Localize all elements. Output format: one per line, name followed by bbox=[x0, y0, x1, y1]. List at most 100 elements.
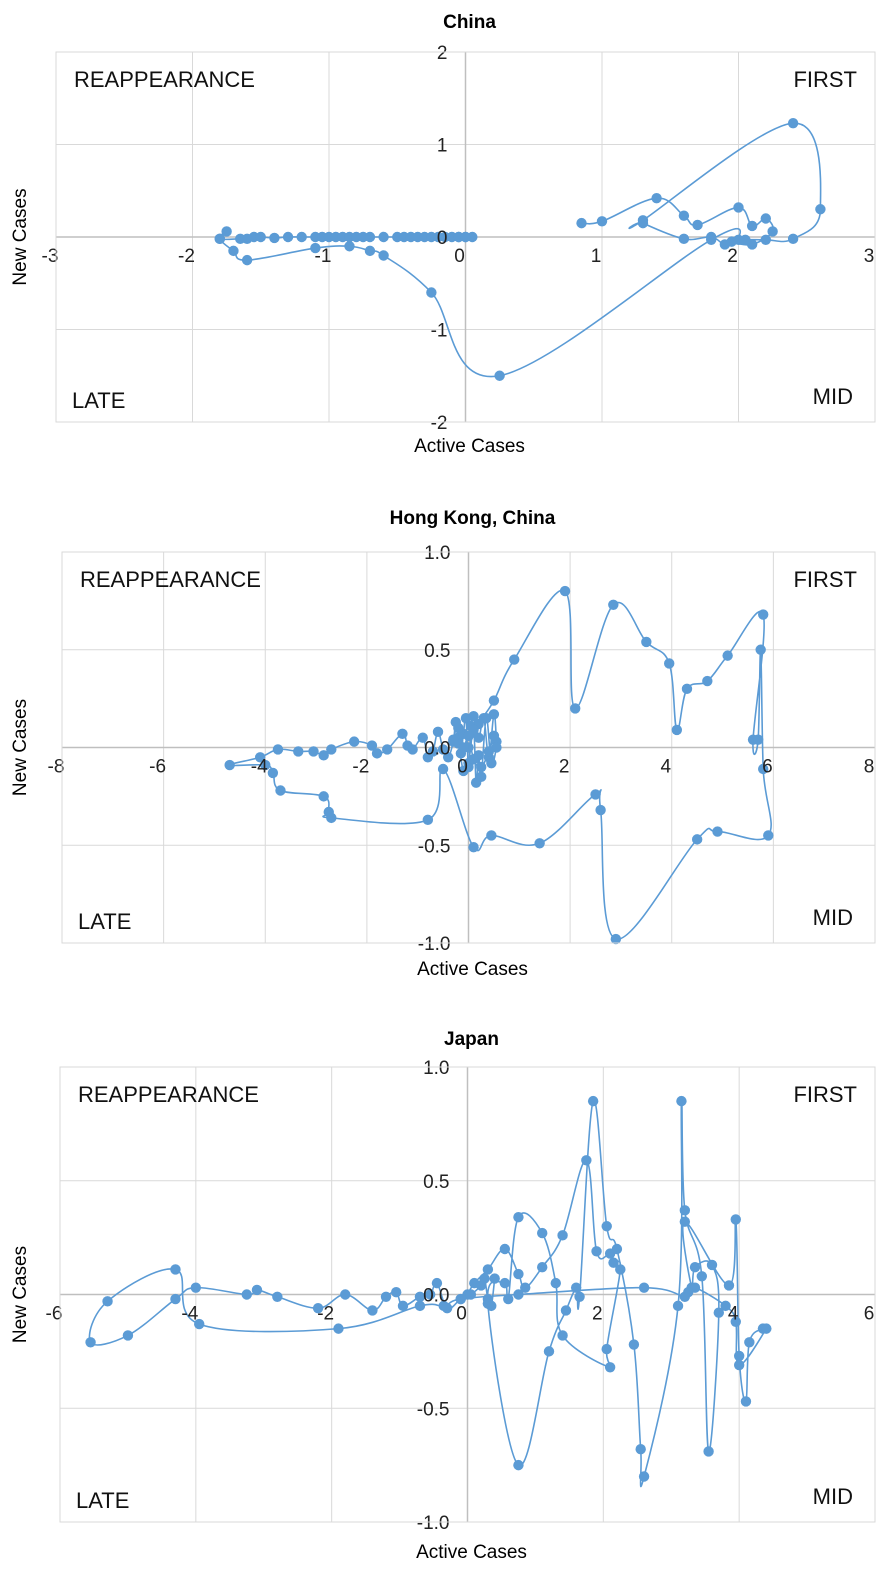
data-point bbox=[275, 785, 286, 796]
y-axis-label: New Cases bbox=[10, 188, 31, 285]
data-point bbox=[122, 1330, 134, 1341]
data-point bbox=[427, 746, 439, 757]
data-point bbox=[414, 1300, 426, 1312]
x-tick-label: 3 bbox=[864, 246, 875, 267]
data-point bbox=[740, 1396, 752, 1407]
data-point bbox=[651, 192, 662, 204]
chart-title: Hong Kong, China bbox=[390, 508, 556, 529]
data-point bbox=[371, 748, 383, 759]
quadrant-label-first: FIRST bbox=[793, 567, 857, 592]
x-tick-label: -3 bbox=[42, 246, 59, 267]
data-point bbox=[260, 759, 271, 771]
chart-china: -3 -2 -1 0 1 2 3 -2 -1 0 1 2 China Active Cases New Ca… bbox=[10, 12, 876, 457]
data-point bbox=[194, 1318, 205, 1330]
data-point bbox=[486, 757, 497, 769]
data-point bbox=[513, 1459, 524, 1471]
data-point bbox=[499, 1243, 511, 1255]
quadrant-label-reappearance: REAPPEARANCE bbox=[78, 1082, 259, 1107]
y-tick-label: 2 bbox=[437, 43, 448, 64]
data-point bbox=[251, 1284, 263, 1296]
data-point bbox=[733, 234, 744, 245]
data-point bbox=[482, 1264, 494, 1275]
data-point bbox=[318, 750, 329, 761]
data-point bbox=[333, 1323, 344, 1334]
x-axis-label: Active Cases bbox=[416, 1542, 527, 1563]
data-point bbox=[460, 231, 471, 243]
data-point bbox=[241, 1289, 252, 1300]
x-tick-label: 2 bbox=[559, 757, 570, 778]
data-point bbox=[488, 730, 500, 741]
data-point bbox=[85, 1337, 96, 1348]
quadrant-label-mid: MID bbox=[813, 905, 853, 930]
data-point bbox=[465, 1289, 477, 1300]
data-point bbox=[537, 1262, 548, 1273]
x-tick-label: -2 bbox=[317, 1304, 334, 1325]
data-point bbox=[473, 732, 484, 743]
data-point bbox=[437, 744, 449, 755]
data-point bbox=[733, 202, 744, 213]
x-tick-label: -1 bbox=[315, 246, 332, 267]
y-tick-label: 0.0 bbox=[424, 739, 450, 760]
y-axis-label: New Cases bbox=[10, 699, 31, 796]
data-point bbox=[224, 759, 235, 771]
data-point bbox=[570, 703, 581, 714]
data-point bbox=[638, 1471, 650, 1482]
x-axis-label: Active Cases bbox=[417, 959, 528, 980]
chart-hong-kong: -8 -6 -4 -2 0 2 4 6 8 -1.0 -0.5 0.0 0.5 1.0 Hong Kong,… bbox=[10, 508, 876, 980]
y-tick-label: -0.5 bbox=[418, 836, 451, 857]
data-point bbox=[520, 1282, 531, 1293]
data-point bbox=[610, 933, 622, 945]
data-point bbox=[102, 1296, 113, 1307]
data-point bbox=[488, 695, 500, 706]
data-point bbox=[397, 728, 408, 740]
data-point bbox=[755, 644, 766, 655]
data-point bbox=[570, 1282, 582, 1293]
data-point bbox=[348, 736, 360, 747]
data-point bbox=[364, 231, 376, 243]
x-tick-label: 0 bbox=[456, 1304, 467, 1325]
data-point bbox=[671, 724, 683, 736]
data-point bbox=[486, 1300, 497, 1312]
data-point bbox=[486, 830, 497, 841]
data-point bbox=[543, 1346, 555, 1357]
data-point bbox=[272, 744, 284, 755]
data-point bbox=[815, 204, 826, 215]
data-point bbox=[431, 1277, 443, 1289]
data-point bbox=[587, 1095, 599, 1107]
data-point bbox=[696, 1271, 708, 1282]
data-point bbox=[758, 609, 769, 620]
x-tick-label: 6 bbox=[864, 1304, 875, 1325]
data-point bbox=[437, 763, 449, 775]
data-point bbox=[706, 234, 717, 245]
data-point bbox=[407, 744, 418, 755]
data-point bbox=[453, 722, 464, 734]
chart-title: Japan bbox=[444, 1029, 499, 1050]
data-point bbox=[628, 1339, 640, 1350]
data-point bbox=[608, 599, 619, 610]
data-point bbox=[730, 1214, 741, 1225]
data-point bbox=[557, 1230, 568, 1241]
data-point bbox=[641, 636, 652, 648]
quadrant-label-late: LATE bbox=[72, 388, 125, 413]
data-point bbox=[692, 219, 703, 231]
data-point bbox=[378, 250, 389, 261]
data-point bbox=[730, 1316, 741, 1327]
data-point bbox=[378, 231, 389, 243]
data-point bbox=[422, 814, 434, 826]
data-point bbox=[310, 242, 321, 254]
data-point bbox=[611, 1243, 623, 1255]
data-point bbox=[366, 740, 378, 751]
data-point bbox=[761, 1323, 772, 1334]
data-point bbox=[702, 675, 713, 687]
y-tick-label: -1.0 bbox=[417, 1513, 450, 1534]
data-point bbox=[691, 834, 703, 845]
plot-border bbox=[59, 1066, 876, 1523]
data-point bbox=[679, 1291, 691, 1302]
data-point bbox=[601, 1343, 612, 1355]
data-point bbox=[214, 233, 225, 245]
data-point bbox=[269, 232, 280, 244]
data-point bbox=[703, 1446, 714, 1457]
data-point bbox=[293, 746, 304, 757]
data-point bbox=[746, 220, 758, 232]
